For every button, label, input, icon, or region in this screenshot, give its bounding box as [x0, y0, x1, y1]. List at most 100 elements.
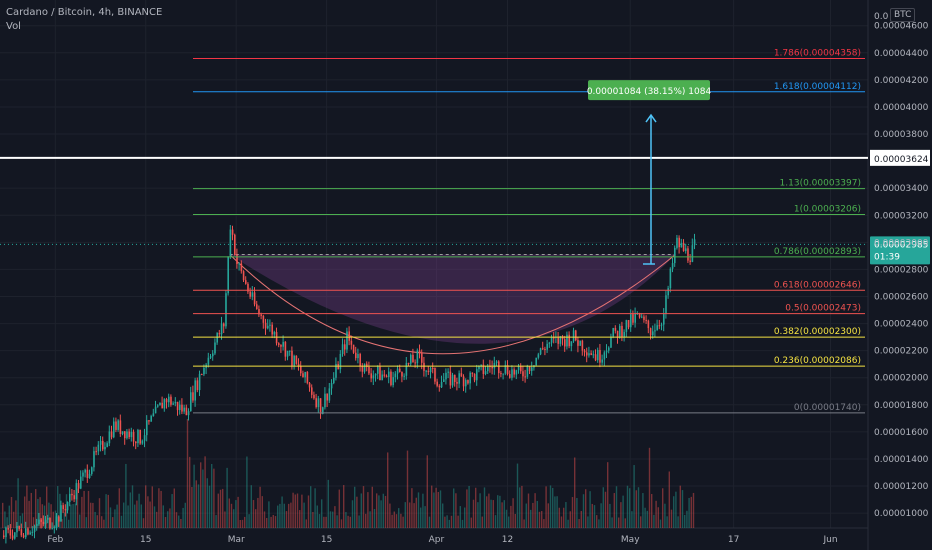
candle-body: [359, 354, 361, 367]
symbol-title[interactable]: Cardano / Bitcoin, 4h, BINANCE: [6, 7, 163, 18]
volume-bar: [39, 497, 41, 528]
volume-bar: [624, 518, 626, 528]
candle-body: [528, 366, 531, 371]
volume-bar: [81, 496, 83, 528]
candle-body: [225, 293, 227, 327]
currency-unit-badge[interactable]: BTC: [890, 8, 916, 22]
candle-body: [685, 248, 687, 252]
volume-bar: [422, 493, 424, 528]
candle-body: [60, 505, 62, 522]
candle-body: [361, 366, 364, 372]
volume-bar: [547, 503, 549, 528]
volume-bar: [354, 486, 356, 528]
candle-body: [51, 528, 53, 530]
volume-bar: [620, 502, 622, 528]
volume-bar: [349, 516, 351, 528]
volume-bar: [505, 509, 508, 528]
volume-bar: [261, 496, 263, 528]
volume-bar: [65, 494, 68, 528]
y-tick-label: 0.00003200: [874, 211, 929, 221]
candle-body: [223, 323, 225, 327]
candle-body: [462, 376, 465, 387]
volume-bar: [162, 505, 164, 528]
candle-body: [473, 373, 476, 381]
volume-bar: [521, 485, 523, 528]
candle-body: [445, 372, 447, 380]
candle-body: [251, 292, 254, 297]
candle-body: [625, 320, 628, 332]
volume-bar: [653, 514, 655, 528]
candle-body: [482, 364, 485, 374]
candle-body: [460, 373, 463, 377]
candle-body: [245, 280, 247, 284]
volume-bar: [197, 484, 200, 528]
candle-body: [194, 380, 196, 401]
volume-bar: [246, 456, 248, 528]
volume-bar: [105, 494, 107, 528]
x-tick-label: May: [621, 535, 640, 545]
volume-bar: [633, 465, 635, 528]
volume-bar: [318, 514, 321, 528]
volume-bar: [336, 515, 338, 528]
volume-bar: [600, 503, 602, 528]
volume-bar: [169, 508, 171, 528]
candle-body: [643, 316, 645, 320]
volume-bar: [321, 499, 323, 528]
volume-bar: [378, 495, 380, 528]
volume-bar: [107, 494, 109, 528]
volume-bar: [158, 488, 160, 528]
candle-body: [269, 324, 271, 326]
candle-body: [25, 528, 27, 538]
volume-bar: [571, 497, 574, 528]
volume-bar: [360, 493, 362, 528]
candle-body: [106, 443, 108, 447]
volume-bar: [466, 489, 468, 528]
candle-body: [542, 348, 544, 350]
candle-body: [117, 420, 119, 430]
volume-bar: [411, 488, 413, 528]
volume-bar: [574, 457, 576, 528]
cup-curve: [229, 254, 676, 355]
candle-body: [605, 350, 608, 353]
candle-body: [124, 431, 126, 439]
volume-bar: [415, 497, 417, 528]
candle-body: [674, 247, 676, 264]
volume-bar: [404, 502, 406, 528]
candle-body: [495, 361, 498, 363]
candle-body: [313, 394, 315, 399]
candle-body: [58, 516, 60, 522]
y-tick-label: 0.00003800: [874, 130, 929, 140]
candle-body: [148, 420, 150, 422]
candle-body: [192, 392, 194, 401]
candle-body: [693, 239, 696, 246]
candle-body: [641, 316, 643, 318]
volume-bar: [32, 517, 35, 528]
cup-fill: [229, 254, 676, 344]
volume-bar: [525, 503, 527, 528]
volume-bar: [131, 485, 134, 528]
volume-bar: [288, 503, 290, 528]
volume-bar: [640, 516, 642, 528]
candle-body: [157, 405, 159, 407]
candle-body: [572, 330, 575, 342]
candle-body: [77, 483, 80, 489]
volume-bar: [17, 478, 19, 528]
candle-body: [410, 354, 412, 364]
volume-bar: [191, 486, 193, 528]
candle-body: [517, 365, 520, 371]
candle-body: [447, 371, 449, 373]
candle-body: [539, 348, 542, 355]
volume-bar: [10, 496, 13, 528]
volume-label[interactable]: Vol: [6, 21, 21, 32]
volume-bar: [299, 510, 301, 528]
volume-bar: [475, 487, 477, 528]
volume-bar: [8, 505, 10, 528]
volume-bar: [303, 502, 305, 528]
candle-body: [179, 404, 181, 411]
candle-body: [150, 416, 152, 422]
candle-body: [352, 344, 355, 353]
candle-body: [7, 527, 9, 530]
volume-bar: [109, 507, 112, 528]
volume-bar: [512, 498, 514, 528]
